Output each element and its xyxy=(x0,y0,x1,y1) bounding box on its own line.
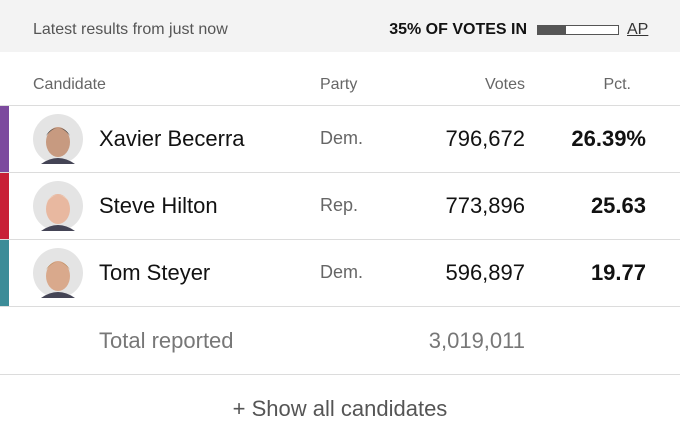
total-label: Total reported xyxy=(99,328,234,353)
votes: 773,896 xyxy=(445,193,525,218)
votes: 596,897 xyxy=(445,260,525,285)
percent: 26.39% xyxy=(571,126,646,151)
divider xyxy=(0,105,680,106)
progress-fill xyxy=(538,26,566,34)
header-bar: Latest results from just now 35% OF VOTE… xyxy=(0,0,680,52)
candidate-photo xyxy=(33,114,83,164)
party-stripe xyxy=(0,173,9,240)
column-header: Votes xyxy=(484,76,525,93)
source-link[interactable]: AP xyxy=(627,21,649,38)
party: Rep. xyxy=(320,195,359,215)
party: Dem. xyxy=(320,262,364,282)
percent: 19.77 xyxy=(590,260,646,285)
total-votes: 3,019,011 xyxy=(428,328,525,353)
candidate-name: Tom Steyer xyxy=(99,260,211,285)
party: Dem. xyxy=(320,128,364,148)
candidate-row: Tom Steyer Dem. 596,897 19.77 xyxy=(0,239,680,307)
divider xyxy=(0,306,680,307)
show-all-button[interactable]: + Show all candidates xyxy=(232,396,448,421)
status: Latest results from just now xyxy=(33,21,228,38)
candidate-photo xyxy=(33,181,83,231)
progress-bar xyxy=(537,25,619,35)
reporting-label: 35% OF VOTES IN xyxy=(389,21,527,38)
divider xyxy=(0,374,680,375)
candidate-row: Xavier Becerra Dem. 796,672 26.39% xyxy=(0,106,680,173)
votes: 796,672 xyxy=(445,126,525,151)
divider xyxy=(0,172,680,173)
party-stripe xyxy=(0,106,9,173)
divider xyxy=(0,239,680,240)
candidate-row: Steve Hilton Rep. 773,896 25.63 xyxy=(0,172,680,240)
candidate-name: Steve Hilton xyxy=(99,193,218,218)
column-header: Party xyxy=(320,76,358,93)
candidate-name: Xavier Becerra xyxy=(99,126,245,151)
column-header: Pct. xyxy=(603,76,631,93)
percent: 25.63 xyxy=(590,193,646,218)
candidate-photo xyxy=(33,248,83,298)
party-stripe xyxy=(0,240,9,307)
column-header: Candidate xyxy=(33,76,106,93)
